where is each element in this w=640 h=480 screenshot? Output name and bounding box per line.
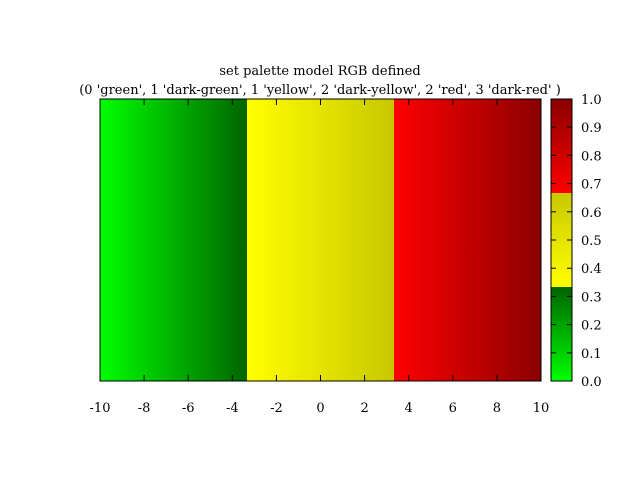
x-tick-label: 6 [449, 401, 457, 416]
colorbar-tick-label: 0.0 [581, 375, 602, 390]
colorbar-tick-label: 0.2 [581, 319, 602, 334]
x-tick-label: 2 [360, 401, 368, 416]
chart-subtitle: (0 'green', 1 'dark-green', 1 'yellow', … [79, 83, 561, 98]
x-tick-label: -8 [138, 401, 151, 416]
colorbar-axis: 0.0 0.1 0.2 0.3 0.4 0.5 0.6 0.7 0.8 0.9 1.0 [551, 93, 602, 390]
x-tick-label: 4 [405, 401, 413, 416]
colorbar-tick-label: 0.7 [581, 178, 602, 193]
colorbar-tick-label: 0.6 [581, 206, 602, 221]
x-tick-label: 0 [316, 401, 324, 416]
colorbar-tick-label: 0.3 [581, 290, 602, 305]
colorbar-tick-label: 0.4 [581, 262, 602, 277]
x-tick-label: -6 [182, 401, 195, 416]
colorbar-tick-label: 1.0 [581, 93, 602, 108]
x-tick-label: -2 [270, 401, 283, 416]
colorbar-tick-label: 0.8 [581, 149, 602, 164]
x-tick-label: -10 [90, 401, 111, 416]
x-tick-label: -4 [226, 401, 239, 416]
colorbar [551, 99, 572, 381]
x-tick-label: 10 [533, 401, 550, 416]
colorbar-tick-label: 0.1 [581, 347, 602, 362]
x-tick-label: 8 [493, 401, 501, 416]
x-axis: -10 -8 -6 -4 -2 0 2 4 6 8 10 [90, 99, 550, 416]
heatmap-area [100, 99, 541, 381]
chart-title: set palette model RGB defined [219, 64, 420, 79]
colorbar-tick-label: 0.9 [581, 121, 602, 136]
colorbar-tick-label: 0.5 [581, 234, 602, 249]
